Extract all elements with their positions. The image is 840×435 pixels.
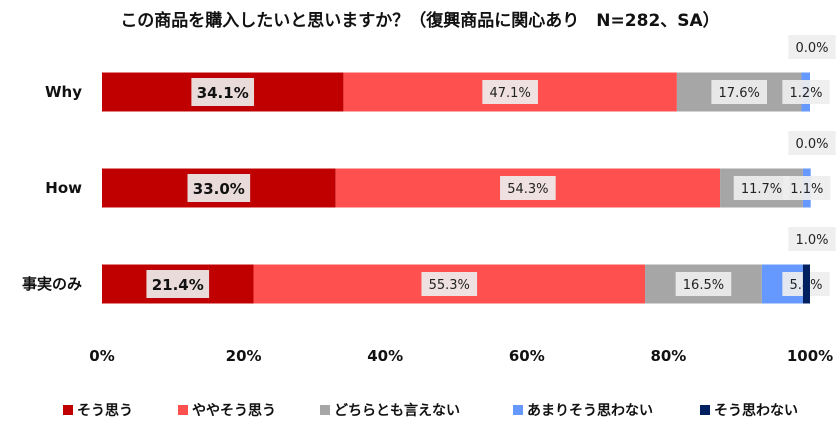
data-label-box [711,80,768,104]
data-label: 33.0% [193,180,245,198]
data-label-box [500,176,556,200]
x-tick-label: 40% [367,347,403,365]
x-tick-label: 0% [89,347,114,365]
data-label-box [421,272,478,296]
data-label-box [788,227,836,251]
chart-title: この商品を購入したいと思いますか？（復興商品に関心あり N=282、SA） [120,11,720,31]
bar-segment [802,264,810,304]
data-label: 17.6% [719,86,760,101]
data-label-box [191,78,255,106]
data-label: 55.3% [429,278,470,293]
data-label: 1.1% [790,182,823,197]
legend-swatch [178,405,188,415]
data-label: 21.4% [152,276,204,294]
category-label: 事実のみ [22,275,82,293]
x-tick-label: 20% [226,347,262,365]
x-tick-label: 60% [509,347,545,365]
legend-label: あまりそう思わない [527,403,653,419]
data-label-box [788,35,836,59]
data-label-box [146,270,210,298]
data-label: 54.3% [507,182,548,197]
data-label-box [782,80,830,104]
legend-label: そう思う [77,403,133,419]
data-label: 47.1% [490,86,531,101]
data-label-box [482,80,538,104]
data-label-box [675,272,732,296]
data-label-box [783,176,831,200]
legend-label: そう思わない [714,403,798,419]
x-tick-label: 80% [650,347,686,365]
data-label: 0.0% [795,137,828,152]
data-label-box [187,174,251,202]
category-label: Why [45,83,82,101]
legend-label: ややそう思う [192,403,276,419]
data-label: 1.0% [795,233,828,248]
data-label-box [733,176,790,200]
legend-swatch [513,405,523,415]
x-tick-label: 100% [787,347,833,365]
data-label-box [788,131,836,155]
category-label: How [45,179,82,197]
data-label: 11.7% [741,182,782,197]
data-label: 34.1% [197,84,249,102]
legend-swatch [700,405,710,415]
legend-swatch [63,405,73,415]
data-label: 1.2% [789,86,822,101]
data-label: 16.5% [683,278,724,293]
legend-label: どちらとも言えない [334,402,460,419]
legend-swatch [320,405,330,415]
data-label: 0.0% [795,41,828,56]
